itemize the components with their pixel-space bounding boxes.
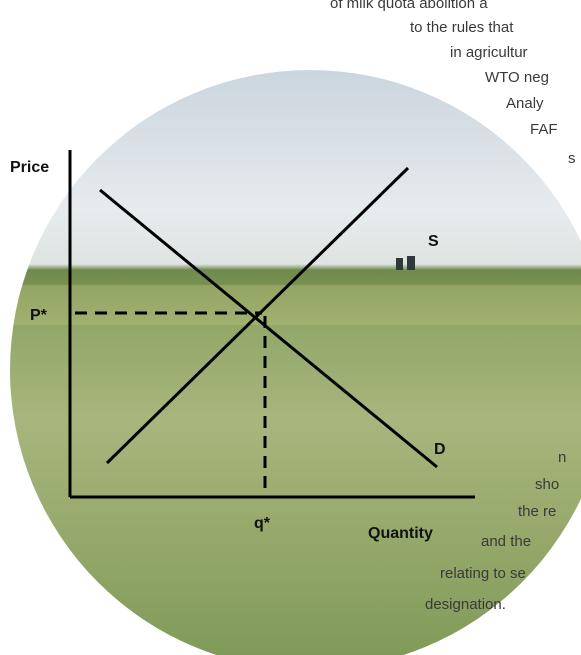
text-line: the re (518, 503, 556, 520)
text-line: s (568, 150, 576, 167)
text-line: designation. (425, 596, 506, 613)
demand-line (99, 188, 438, 469)
text-line: Analy (506, 95, 544, 112)
quantity-label: q* (254, 515, 271, 532)
text-line: to the rules that (410, 19, 514, 36)
text-line: and the (481, 533, 531, 550)
supply-demand-diagram (68, 150, 475, 499)
text-line: WTO neg (485, 69, 549, 86)
y-axis-label: Price (10, 159, 49, 176)
text-line: relating to se (440, 565, 526, 582)
text-line: sho (535, 476, 559, 493)
text-line: FAF (530, 121, 558, 138)
text-column: of milk quota abolition a to the rules th… (330, 0, 576, 613)
text-line: of milk quota abolition a (330, 0, 488, 12)
demand-label: D (434, 441, 446, 458)
text-line: in agricultur (450, 44, 528, 61)
x-axis-label: Quantity (368, 525, 433, 542)
text-line: n (558, 449, 566, 466)
supply-line (105, 166, 410, 465)
price-label: P* (30, 307, 48, 324)
supply-label: S (428, 233, 439, 250)
